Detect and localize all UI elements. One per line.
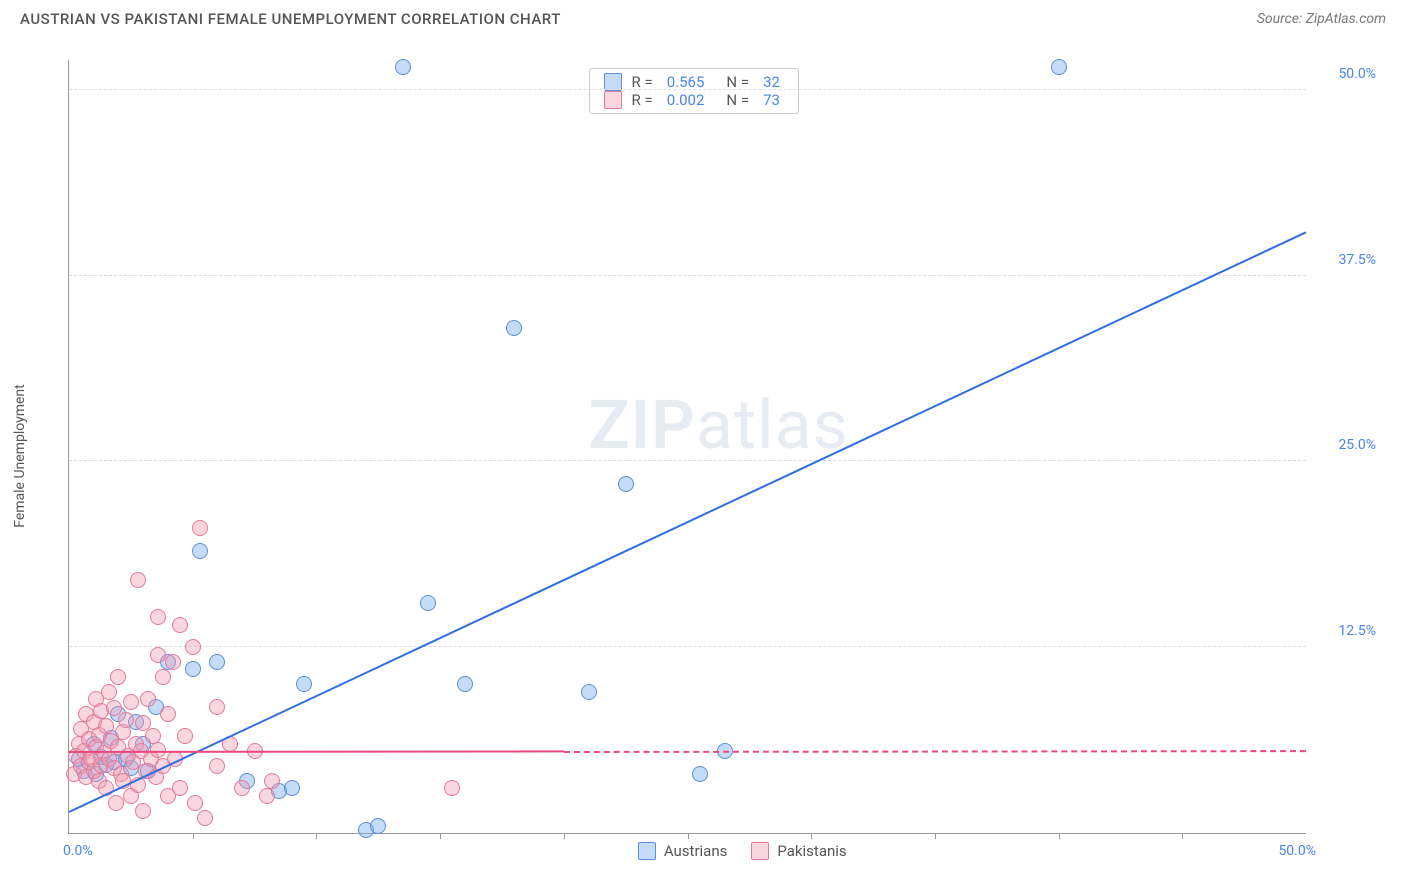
watermark: ZIPatlas <box>589 385 849 465</box>
legend-swatch-austrians <box>638 842 656 860</box>
gridline-horizontal <box>69 89 1306 90</box>
data-point-pakistanis <box>185 639 201 655</box>
x-tick <box>316 833 317 839</box>
data-point-pakistanis <box>187 795 203 811</box>
data-point-pakistanis <box>130 572 146 588</box>
chart-header: AUSTRIAN VS PAKISTANI FEMALE UNEMPLOYMEN… <box>0 0 1406 34</box>
gridline-horizontal <box>69 275 1306 276</box>
data-point-pakistanis <box>264 773 280 789</box>
trendline-pakistanis-extrapolated <box>564 750 1306 753</box>
data-point-pakistanis <box>118 712 134 728</box>
y-tick-label: 25.0% <box>1316 437 1376 453</box>
data-point-pakistanis <box>98 718 114 734</box>
data-point-pakistanis <box>150 647 166 663</box>
source-attribution: Source: ZipAtlas.com <box>1257 11 1386 27</box>
gridline-horizontal <box>69 460 1306 461</box>
data-point-austrians <box>370 818 386 834</box>
data-point-austrians <box>395 59 411 75</box>
source-prefix: Source: <box>1257 11 1306 27</box>
data-point-pakistanis <box>172 780 188 796</box>
data-point-pakistanis <box>135 803 151 819</box>
data-point-pakistanis <box>165 654 181 670</box>
x-tick <box>811 833 812 839</box>
y-tick-label: 37.5% <box>1316 252 1376 268</box>
legend-r-value: 0.002 <box>667 91 705 109</box>
y-tick-label: 12.5% <box>1316 623 1376 639</box>
data-point-austrians <box>209 654 225 670</box>
data-point-austrians <box>581 684 597 700</box>
data-point-austrians <box>420 595 436 611</box>
data-point-pakistanis <box>150 742 166 758</box>
data-point-pakistanis <box>172 617 188 633</box>
legend-swatch-pakistanis <box>751 842 769 860</box>
data-point-austrians <box>457 676 473 692</box>
gridline-horizontal <box>69 646 1306 647</box>
x-tick <box>193 833 194 839</box>
data-point-austrians <box>1051 59 1067 75</box>
x-tick <box>688 833 689 839</box>
watermark-atlas: atlas <box>696 385 849 465</box>
data-point-pakistanis <box>209 758 225 774</box>
data-point-pakistanis <box>444 780 460 796</box>
data-point-austrians <box>284 780 300 796</box>
data-point-pakistanis <box>123 694 139 710</box>
data-point-pakistanis <box>209 699 225 715</box>
data-point-pakistanis <box>140 691 156 707</box>
watermark-zip: ZIP <box>589 385 696 465</box>
data-point-pakistanis <box>150 609 166 625</box>
source-name: ZipAtlas.com <box>1306 11 1386 27</box>
data-point-pakistanis <box>197 810 213 826</box>
legend-swatch-pakistanis <box>604 91 622 109</box>
data-point-pakistanis <box>110 669 126 685</box>
legend-correlation-box: R =0.565N =32R =0.002N =73 <box>589 68 799 114</box>
x-tick <box>935 833 936 839</box>
trendline-pakistanis <box>69 751 564 754</box>
legend-series-item-pakistanis: Pakistanis <box>751 842 846 860</box>
y-axis-title: Female Unemployment <box>12 384 28 528</box>
data-point-austrians <box>296 676 312 692</box>
data-point-pakistanis <box>177 728 193 744</box>
data-point-pakistanis <box>108 795 124 811</box>
trendline-austrians <box>69 231 1307 813</box>
data-point-austrians <box>185 661 201 677</box>
legend-correlation-row-pakistanis: R = 0.002 N = 73 <box>604 91 784 109</box>
x-tick <box>440 833 441 839</box>
legend-series-label: Austrians <box>664 842 728 860</box>
chart-title: AUSTRIAN VS PAKISTANI FEMALE UNEMPLOYMEN… <box>20 10 561 28</box>
data-point-austrians <box>618 476 634 492</box>
data-point-austrians <box>692 766 708 782</box>
data-point-pakistanis <box>160 706 176 722</box>
legend-series-label: Pakistanis <box>777 842 846 860</box>
y-tick-label: 50.0% <box>1316 66 1376 82</box>
legend-n-label: N = <box>726 91 749 109</box>
legend-r-label: R = <box>632 91 653 109</box>
data-point-pakistanis <box>259 788 275 804</box>
x-tick <box>1059 833 1060 839</box>
x-tick <box>1182 833 1183 839</box>
x-axis-max-label: 50.0% <box>1278 843 1316 859</box>
data-point-pakistanis <box>101 684 117 700</box>
plot-area: ZIPatlas R =0.565N =32R =0.002N =73 12.5… <box>68 60 1306 834</box>
legend-series: Austrians Pakistanis <box>638 842 847 860</box>
chart-container: Female Unemployment ZIPatlas R =0.565N =… <box>50 50 1386 862</box>
data-point-austrians <box>506 320 522 336</box>
legend-n-value: 73 <box>763 91 780 109</box>
data-point-austrians <box>192 543 208 559</box>
x-axis-min-label: 0.0% <box>63 843 93 859</box>
data-point-pakistanis <box>155 669 171 685</box>
data-point-pakistanis <box>234 780 250 796</box>
legend-series-item-austrians: Austrians <box>638 842 728 860</box>
data-point-pakistanis <box>192 520 208 536</box>
x-tick <box>564 833 565 839</box>
